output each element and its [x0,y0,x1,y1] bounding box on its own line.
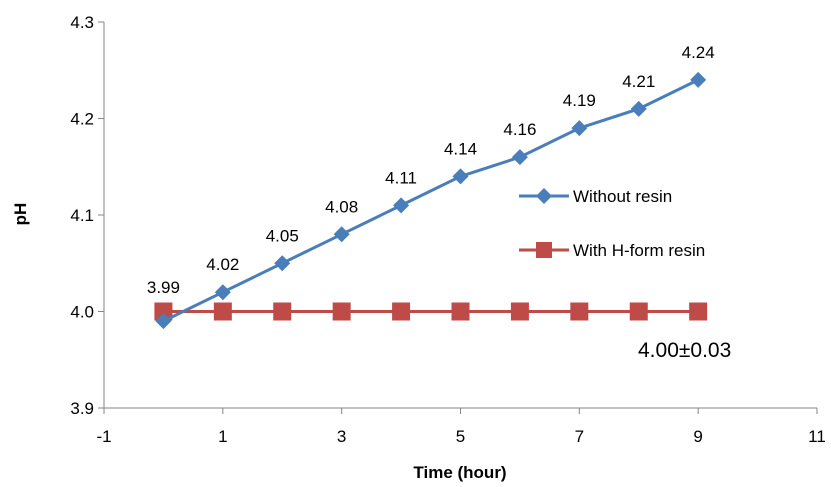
point-with-h-form-resin [213,302,232,321]
y-tick-label: 4.2 [70,110,94,129]
y-axis-title: pH [11,203,30,226]
y-tick-label: 4.1 [70,206,94,225]
point-with-h-form-resin [570,302,589,321]
series-group [154,71,708,330]
point-without-resin [571,120,588,137]
y-axis-ticks: 3.9 4.0 4.1 4.2 4.3 [70,13,104,418]
legend-marker-with-h-form-resin [536,242,552,258]
x-tick-label: -1 [96,427,111,446]
data-label: 4.14 [444,139,477,158]
data-label: 4.16 [503,120,536,139]
point-without-resin [630,100,647,117]
x-tick-label: 11 [808,427,826,446]
point-without-resin [452,168,469,185]
point-with-h-form-resin [451,302,470,321]
x-tick-label: 3 [337,427,346,446]
point-without-resin [393,197,410,214]
point-without-resin [274,255,291,272]
point-with-h-form-resin [154,302,173,321]
x-tick-label: 9 [693,427,702,446]
point-without-resin [511,149,528,166]
series-line-without-resin [162,78,699,323]
legend-marker-without-resin [536,188,552,204]
data-label: 3.99 [147,278,180,297]
data-label: 4.05 [266,226,299,245]
y-tick-label: 3.9 [70,399,94,418]
data-label: 4.19 [563,91,596,110]
data-label: 4.11 [385,168,417,187]
legend-label-without-resin: Without resin [573,187,672,206]
data-label: 4.24 [682,43,715,62]
point-without-resin [214,284,231,301]
data-label: 4.08 [325,197,358,216]
x-axis-title: Time (hour) [413,463,506,482]
point-without-resin [690,71,707,88]
point-without-resin [155,313,172,330]
x-axis-ticks: -1 1 3 5 7 9 11 [96,408,826,446]
point-with-h-form-resin [273,302,292,321]
annotation-label: 4.00±0.03 [638,339,731,362]
y-tick-label: 4.3 [70,13,94,32]
point-with-h-form-resin [629,302,648,321]
point-with-h-form-resin [332,302,351,321]
point-without-resin [333,226,350,243]
point-with-h-form-resin [510,302,529,321]
data-label: 4.21 [622,72,655,91]
data-label: 4.02 [206,255,239,274]
point-with-h-form-resin [689,302,708,321]
legend: Without resin With H-form resin [519,187,705,260]
x-tick-label: 7 [575,427,584,446]
y-tick-label: 4.0 [70,303,94,322]
legend-label-with-h-form-resin: With H-form resin [573,241,705,260]
x-tick-label: 1 [218,427,227,446]
data-labels: 3.99 4.02 4.05 4.08 4.11 4.14 4.16 4.19 4.21 4.24 [147,43,715,297]
x-tick-label: 5 [456,427,465,446]
point-with-h-form-resin [392,302,411,321]
